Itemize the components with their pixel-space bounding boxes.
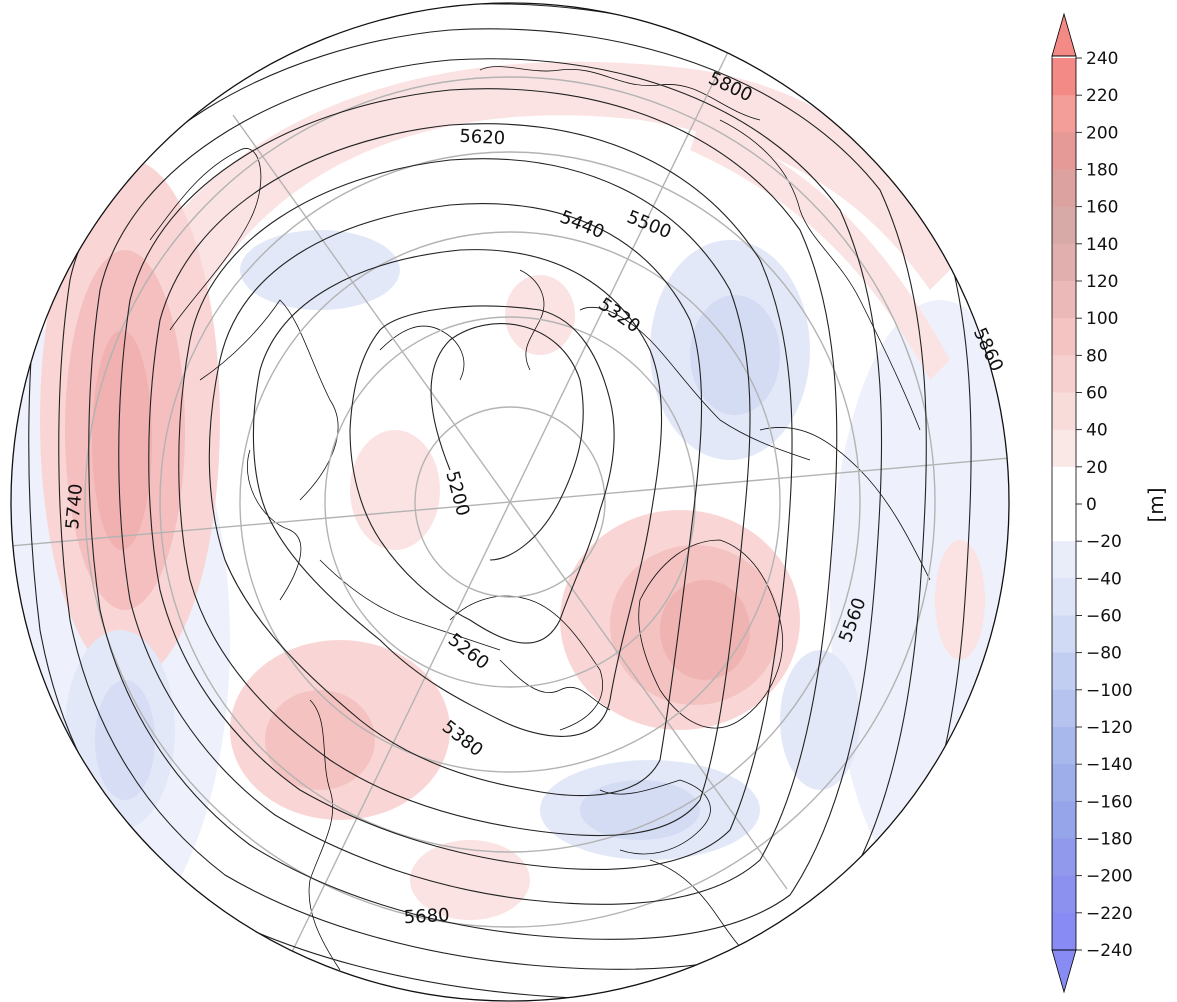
- colorbar-tick-label: 200: [1086, 123, 1118, 143]
- colorbar-tick-label: 180: [1086, 161, 1118, 181]
- map-disk: 5800 5620 5440 5500 5320 5860 5740 5200 …: [10, 2, 1010, 1002]
- colorbar-segment: [1052, 727, 1076, 765]
- colorbar-segment: [1052, 652, 1076, 691]
- colorbar-tick-label: 80: [1086, 346, 1108, 366]
- colorbar-segments: [1052, 58, 1076, 951]
- colorbar-frame: [1051, 55, 1077, 951]
- colorbar-segment: [1052, 169, 1076, 208]
- colorbar-tick-label: −140: [1086, 755, 1133, 775]
- colorbar-segment: [1052, 875, 1076, 914]
- colorbar-segment: [1052, 764, 1076, 802]
- colorbar-segment: [1052, 429, 1076, 468]
- colorbar-tick-label: −160: [1086, 792, 1133, 812]
- colorbar-segment: [1052, 504, 1076, 542]
- colorbar-tick-label: −20: [1086, 532, 1122, 552]
- colorbar-segment: [1052, 206, 1076, 245]
- colorbar-tick-label: −60: [1086, 607, 1122, 627]
- colorbar-tick-label: −120: [1086, 718, 1133, 738]
- colorbar-tick-label: −240: [1086, 941, 1133, 961]
- colorbar-tick-label: 160: [1086, 198, 1118, 218]
- colorbar-segment: [1052, 281, 1076, 319]
- colorbar-segment: [1052, 58, 1076, 96]
- colorbar: 240220200180160140120100806040200−20−40−…: [1051, 12, 1168, 994]
- anomaly-field: [11, 61, 1009, 960]
- colorbar-segment: [1052, 132, 1076, 170]
- colorbar-tick-label: 100: [1086, 309, 1118, 329]
- colorbar-segment: [1052, 615, 1076, 654]
- colorbar-tick-label: −200: [1086, 867, 1133, 887]
- colorbar-segment: [1052, 392, 1076, 431]
- colorbar-segment: [1052, 801, 1076, 839]
- colorbar-unit-label: [m]: [1144, 487, 1168, 522]
- colorbar-tick-label: −80: [1086, 644, 1122, 664]
- colorbar-segment: [1052, 466, 1076, 505]
- colorbar-segment: [1052, 243, 1076, 282]
- colorbar-tick-label: 20: [1086, 458, 1108, 478]
- colorbar-segment: [1052, 689, 1076, 728]
- colorbar-top-arrow: [1051, 12, 1077, 57]
- contour-label: 5680: [403, 905, 450, 928]
- contour-label: 5620: [459, 126, 506, 149]
- colorbar-tick-label: 120: [1086, 272, 1118, 292]
- colorbar-tick-label: −40: [1086, 569, 1122, 589]
- colorbar-tick-label: 60: [1086, 384, 1108, 404]
- colorbar-bottom-arrow: [1051, 949, 1077, 994]
- coastlines: [149, 66, 931, 991]
- colorbar-segment: [1052, 912, 1076, 951]
- colorbar-segment: [1052, 838, 1076, 877]
- colorbar-segment: [1052, 318, 1076, 356]
- colorbar-tick-label: 0: [1086, 495, 1097, 515]
- colorbar-tick-label: 240: [1086, 49, 1118, 69]
- colorbar-tick-label: 220: [1086, 86, 1118, 106]
- colorbar-tick-label: 140: [1086, 235, 1118, 255]
- graticule: [11, 51, 1009, 953]
- colorbar-tick-label: −180: [1086, 830, 1133, 850]
- colorbar-ticks: 240220200180160140120100806040200−20−40−…: [1076, 49, 1133, 961]
- colorbar-segment: [1052, 578, 1076, 616]
- colorbar-tick-label: −100: [1086, 681, 1133, 701]
- colorbar-segment: [1052, 95, 1076, 133]
- colorbar-tick-label: −220: [1086, 904, 1133, 924]
- colorbar-segment: [1052, 541, 1076, 579]
- colorbar-tick-label: 40: [1086, 421, 1108, 441]
- contour-label: 5740: [62, 483, 87, 530]
- colorbar-segment: [1052, 355, 1076, 393]
